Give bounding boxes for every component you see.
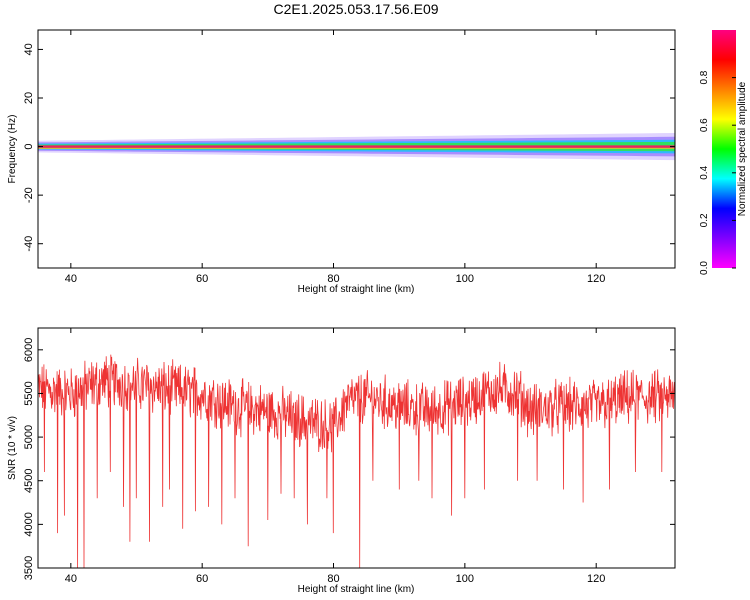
spectrogram-y-axis-label: Frequency (Hz) [7, 115, 18, 184]
colorbar-label: Normalized spectral amplitude [737, 81, 748, 216]
snr-y-tick-label: 5500 [23, 381, 35, 405]
colorbar: 0.0 0.2 0.4 0.6 0.8 Normalized spectral ampl… [699, 30, 748, 275]
snr-plot-area [38, 328, 675, 568]
spectrogram-y-tick-label: -20 [23, 187, 35, 203]
snr-y-tick-label: 4500 [23, 468, 35, 492]
snr-y-tick-label: 3500 [23, 556, 35, 580]
colorbar-tick-label: 0.4 [699, 165, 710, 179]
colorbar-tick-label: 0.8 [699, 70, 710, 84]
snr-y-axis-label: SNR (10 * v/v) [7, 416, 18, 480]
colorbar-tick-label: 0.0 [699, 261, 710, 275]
spectrogram-ticks: 40 60 80 100 120 40 20 0 -20 -40 [23, 30, 675, 285]
snr-y-tick-label: 4000 [23, 512, 35, 536]
snr-x-tick-label: 60 [196, 573, 208, 585]
snr-y-tick-label: 6000 [23, 338, 35, 362]
snr-frame [37, 327, 676, 569]
colorbar-tick-label: 0.6 [699, 118, 710, 132]
snr-panel: 40 60 80 100 120 6000 5500 5000 4500 4000 3500 Hei… [7, 327, 676, 595]
spectrogram-y-tick-label: 40 [23, 43, 35, 55]
snr-x-tick-label: 100 [456, 573, 474, 585]
spectrogram-x-tick-label: 60 [196, 273, 208, 285]
snr-x-axis-label: Height of straight line (km) [298, 584, 415, 595]
spectrogram-x-axis-label: Height of straight line (km) [298, 284, 415, 295]
snr-y-tick-label: 5000 [23, 425, 35, 449]
snr-x-tick-label: 40 [65, 573, 77, 585]
spectrogram-x-tick-label: 80 [327, 273, 339, 285]
snr-x-tick-label: 80 [327, 573, 339, 585]
snr-x-tick-label: 120 [587, 573, 605, 585]
frequency-band [38, 132, 675, 161]
colorbar-gradient [712, 30, 736, 268]
colorbar-tick-label: 0.2 [699, 213, 710, 227]
snr-ticks: 40 60 80 100 120 6000 5500 5000 4500 4000 3500 [23, 328, 675, 585]
spectrogram-frame [37, 29, 676, 269]
spectrogram-x-tick-label: 40 [65, 273, 77, 285]
spectrogram-y-tick-label: -40 [23, 236, 35, 252]
spectrogram-x-tick-label: 120 [587, 273, 605, 285]
colorbar-ticks: 0.0 0.2 0.4 0.6 0.8 [699, 70, 736, 275]
spectrogram-x-tick-label: 100 [456, 273, 474, 285]
spectrogram-y-tick-label: 20 [23, 92, 35, 104]
spectrogram-panel: 40 60 80 100 120 40 20 0 -20 -40 Height of straig… [7, 29, 676, 295]
figure-title: C2E1.2025.053.17.56.E09 [273, 1, 438, 17]
snr-series-line [37, 354, 676, 569]
spectrogram-y-tick-label: 0 [23, 144, 35, 150]
